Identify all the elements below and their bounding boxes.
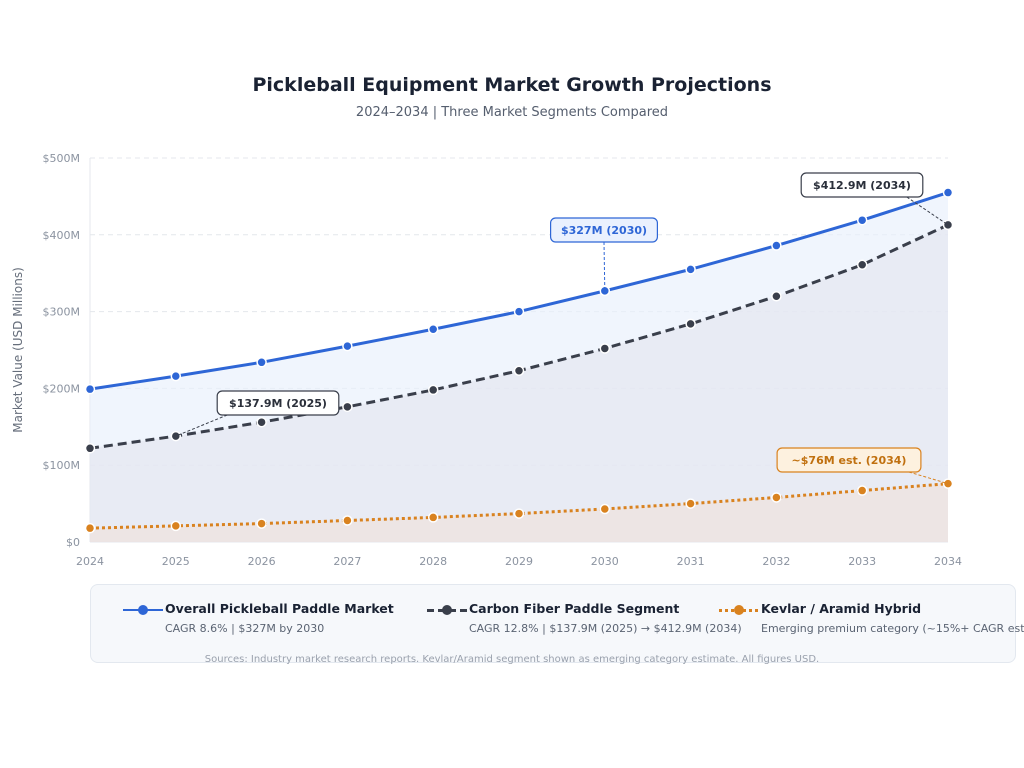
x-tick-label: 2027 bbox=[333, 555, 361, 568]
annotation-box bbox=[549, 217, 658, 243]
area-fill-series-2 bbox=[90, 483, 948, 542]
data-point bbox=[84, 522, 96, 534]
legend-sub-kevlar: Emerging premium category (~15%+ CAGR es… bbox=[761, 622, 1024, 635]
legend-marker-kevlar bbox=[734, 605, 744, 615]
legend-label-kevlar: Kevlar / Aramid Hybrid bbox=[761, 601, 922, 616]
annotation-leader bbox=[603, 241, 606, 291]
x-tick-label: 2033 bbox=[848, 555, 876, 568]
data-point bbox=[685, 498, 696, 509]
data-point bbox=[342, 401, 353, 413]
legend-marker-overall bbox=[138, 605, 148, 615]
area-fill-series-1 bbox=[90, 224, 948, 542]
annotation-leader bbox=[908, 471, 949, 485]
x-tick-label: 2026 bbox=[248, 555, 276, 568]
data-point bbox=[771, 492, 782, 503]
legend-marker-carbon bbox=[442, 605, 452, 615]
data-point bbox=[685, 264, 696, 275]
x-tick-label: 2032 bbox=[762, 555, 790, 568]
data-point bbox=[599, 285, 611, 297]
legend-sub-carbon: CAGR 12.8% | $137.9M (2025) → $412.9M (2… bbox=[469, 622, 742, 635]
data-point bbox=[599, 503, 611, 515]
data-point bbox=[513, 508, 525, 519]
x-tick-label: 2025 bbox=[162, 555, 190, 568]
data-point bbox=[856, 259, 868, 271]
legend-sub-overall: CAGR 8.6% | $327M by 2030 bbox=[165, 622, 325, 635]
data-point bbox=[427, 512, 439, 523]
data-point bbox=[84, 443, 96, 454]
legend-label-overall: Overall Pickleball Paddle Market bbox=[165, 601, 394, 616]
x-tick-label: 2031 bbox=[677, 555, 705, 568]
y-tick-label: $100M bbox=[43, 459, 81, 472]
legend: Overall Pickleball Paddle Market CAGR 8.… bbox=[90, 584, 1024, 663]
data-point bbox=[170, 520, 182, 532]
chart-title: Pickleball Equipment Market Growth Proje… bbox=[252, 74, 772, 96]
data-point bbox=[856, 214, 868, 226]
annotation-label: ~$76M est. (2034) bbox=[792, 454, 907, 467]
data-point bbox=[342, 340, 353, 352]
annotation-box bbox=[776, 447, 922, 473]
data-point bbox=[856, 485, 868, 496]
y-tick-label: $300M bbox=[43, 306, 81, 319]
data-point bbox=[427, 384, 439, 396]
y-tick-label: $200M bbox=[43, 382, 81, 395]
data-point bbox=[427, 324, 439, 335]
data-point bbox=[771, 290, 782, 302]
annotation-label: $412.9M (2034) bbox=[813, 179, 911, 192]
x-tick-label: 2030 bbox=[591, 555, 619, 568]
data-point bbox=[599, 343, 611, 354]
y-axis-label: Market Value (USD Millions) bbox=[11, 267, 25, 433]
annotation-label: $327M (2030) bbox=[561, 224, 647, 237]
data-point bbox=[942, 219, 954, 231]
data-point bbox=[256, 518, 267, 529]
annotation-leader bbox=[175, 414, 228, 437]
annotation-leader bbox=[906, 196, 949, 226]
x-tick-label: 2028 bbox=[419, 555, 447, 568]
x-tick-label: 2029 bbox=[505, 555, 533, 568]
y-tick-label: $0 bbox=[66, 536, 80, 549]
data-point bbox=[771, 240, 782, 251]
data-point bbox=[256, 416, 267, 428]
data-point bbox=[342, 515, 353, 526]
data-point bbox=[84, 383, 96, 395]
data-point bbox=[942, 187, 954, 198]
chart-subtitle: 2024–2034 | Three Market Segments Compar… bbox=[355, 105, 669, 120]
data-point bbox=[513, 365, 525, 376]
annotation-box bbox=[800, 172, 924, 198]
data-point bbox=[256, 357, 267, 368]
series-line-2 bbox=[89, 482, 949, 530]
data-point bbox=[685, 318, 696, 330]
y-tick-label: $400M bbox=[43, 229, 81, 242]
legend-label-carbon: Carbon Fiber Paddle Segment bbox=[469, 601, 680, 616]
source-note: Sources: Industry market research report… bbox=[204, 654, 820, 665]
x-tick-label: 2034 bbox=[934, 555, 962, 568]
annotation-box bbox=[216, 390, 340, 416]
y-tick-label: $500M bbox=[43, 152, 81, 165]
data-point bbox=[170, 370, 182, 382]
x-tick-label: 2024 bbox=[76, 555, 104, 568]
annotation-label: $137.9M (2025) bbox=[229, 397, 327, 410]
data-point bbox=[513, 306, 525, 317]
